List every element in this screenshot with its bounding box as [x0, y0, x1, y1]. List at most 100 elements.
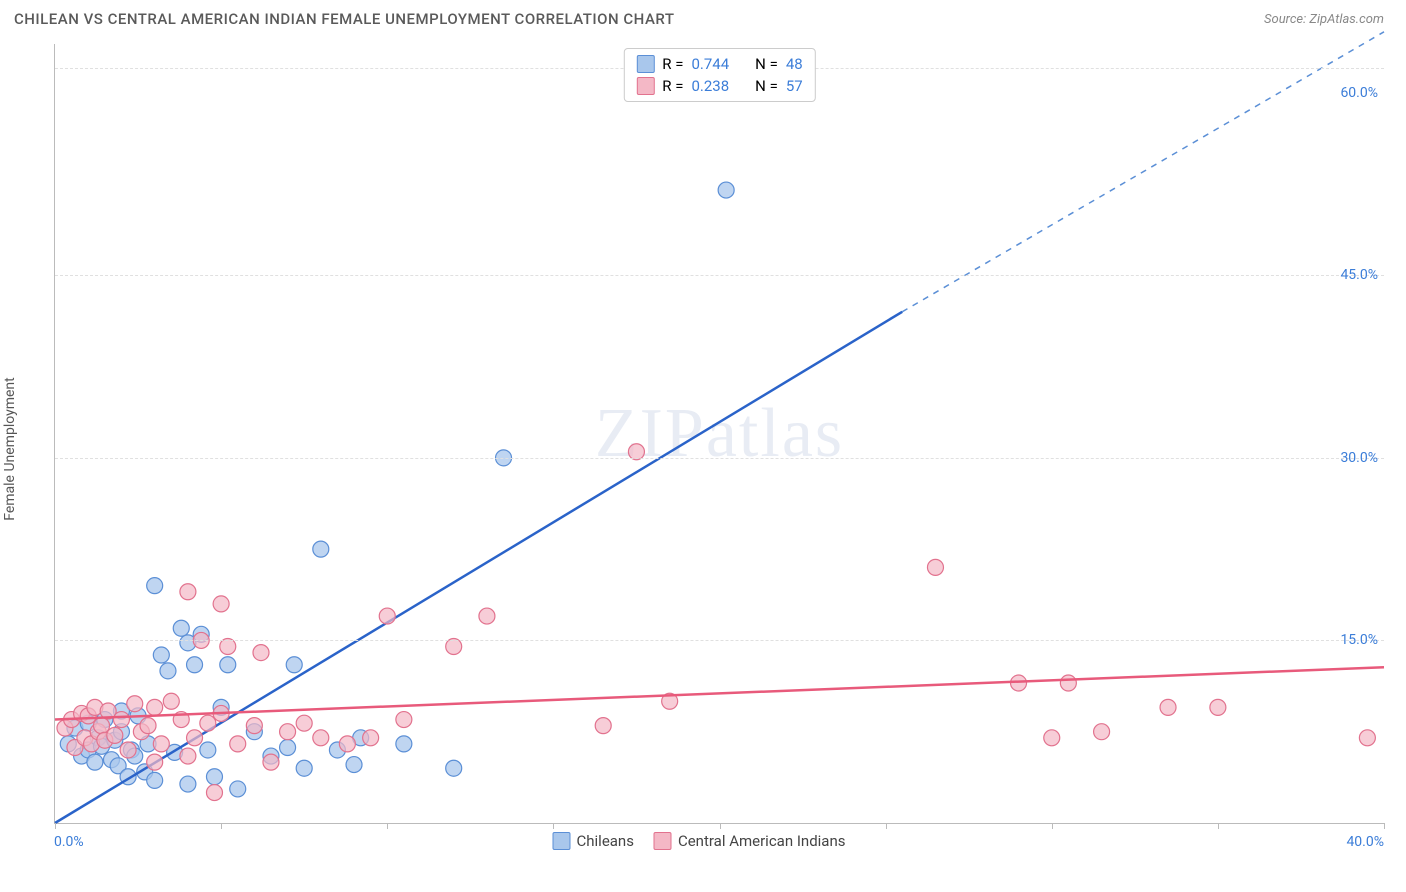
data-point [396, 736, 412, 752]
y-tick-label: 60.0% [1340, 85, 1378, 101]
data-point [313, 730, 329, 746]
legend-stats-row-2: R = 0.238 N = 57 [636, 75, 802, 97]
data-point [346, 757, 362, 773]
x-tick [720, 823, 721, 829]
regression-line-extrapolated [902, 32, 1384, 312]
data-point [396, 712, 412, 728]
legend-swatch-cai-2 [654, 832, 672, 850]
data-point [479, 608, 495, 624]
data-point [153, 647, 169, 663]
x-min-label: 0.0% [54, 834, 84, 850]
legend-swatch-cai [636, 77, 654, 95]
data-point [379, 608, 395, 624]
data-point [160, 663, 176, 679]
data-point [718, 182, 734, 198]
gridline [55, 458, 1384, 459]
x-tick [886, 823, 887, 829]
legend-stats-row-1: R = 0.744 N = 48 [636, 53, 802, 75]
regression-line [55, 312, 902, 823]
data-point [1359, 730, 1375, 746]
data-point [1160, 699, 1176, 715]
n-value-chileans: 48 [786, 55, 803, 73]
data-point [213, 596, 229, 612]
data-point [187, 730, 203, 746]
data-point [446, 760, 462, 776]
chart-header: CHILEAN VS CENTRAL AMERICAN INDIAN FEMAL… [0, 0, 1406, 38]
data-point [180, 584, 196, 600]
x-tick [387, 823, 388, 829]
legend-item-cai: Central American Indians [654, 832, 846, 850]
data-point [220, 657, 236, 673]
data-point [107, 727, 123, 743]
data-point [263, 754, 279, 770]
plot-svg [55, 44, 1384, 823]
r-value-chileans: 0.744 [691, 55, 729, 73]
data-point [313, 541, 329, 557]
legend-series: Chileans Central American Indians [553, 832, 846, 850]
data-point [153, 736, 169, 752]
legend-swatch-chileans [636, 55, 654, 73]
x-tick [55, 823, 56, 829]
data-point [246, 718, 262, 734]
plot-region: ZIPatlas R = 0.744 N = 48 R = 0.238 N = … [54, 44, 1384, 824]
data-point [94, 718, 110, 734]
data-point [927, 559, 943, 575]
legend-label-cai: Central American Indians [678, 832, 846, 850]
data-point [1060, 675, 1076, 691]
data-point [296, 715, 312, 731]
r-value-cai: 0.238 [691, 77, 729, 95]
data-point [173, 620, 189, 636]
data-point [253, 645, 269, 661]
data-point [187, 657, 203, 673]
data-point [147, 772, 163, 788]
chart-title: CHILEAN VS CENTRAL AMERICAN INDIAN FEMAL… [14, 10, 674, 28]
x-tick [221, 823, 222, 829]
gridline [55, 275, 1384, 276]
x-max-label: 40.0% [1346, 834, 1384, 850]
chart-area: Female Unemployment ZIPatlas R = 0.744 N… [14, 44, 1384, 854]
y-axis-label: Female Unemployment [2, 377, 18, 521]
legend-stats: R = 0.744 N = 48 R = 0.238 N = 57 [623, 48, 815, 102]
data-point [1210, 699, 1226, 715]
y-tick-label: 45.0% [1340, 267, 1378, 283]
x-tick [1384, 823, 1385, 829]
data-point [180, 776, 196, 792]
n-value-cai: 57 [786, 77, 803, 95]
data-point [180, 748, 196, 764]
data-point [1044, 730, 1060, 746]
data-point [163, 693, 179, 709]
data-point [127, 696, 143, 712]
data-point [206, 769, 222, 785]
data-point [120, 742, 136, 758]
legend-swatch-chileans-2 [553, 832, 571, 850]
chart-source: Source: ZipAtlas.com [1264, 12, 1384, 27]
y-tick-label: 15.0% [1340, 632, 1378, 648]
data-point [147, 578, 163, 594]
data-point [339, 736, 355, 752]
x-tick [1218, 823, 1219, 829]
data-point [147, 754, 163, 770]
data-point [140, 718, 156, 734]
x-tick [1052, 823, 1053, 829]
legend-item-chileans: Chileans [553, 832, 634, 850]
data-point [280, 740, 296, 756]
x-tick [553, 823, 554, 829]
data-point [230, 736, 246, 752]
data-point [113, 712, 129, 728]
regression-line [55, 667, 1384, 719]
y-tick-label: 30.0% [1340, 450, 1378, 466]
data-point [1094, 724, 1110, 740]
data-point [147, 699, 163, 715]
data-point [286, 657, 302, 673]
data-point [595, 718, 611, 734]
data-point [200, 742, 216, 758]
gridline [55, 640, 1384, 641]
data-point [280, 724, 296, 740]
data-point [230, 781, 246, 797]
data-point [200, 715, 216, 731]
data-point [206, 785, 222, 801]
legend-label-chileans: Chileans [577, 832, 634, 850]
data-point [296, 760, 312, 776]
data-point [87, 754, 103, 770]
data-point [363, 730, 379, 746]
